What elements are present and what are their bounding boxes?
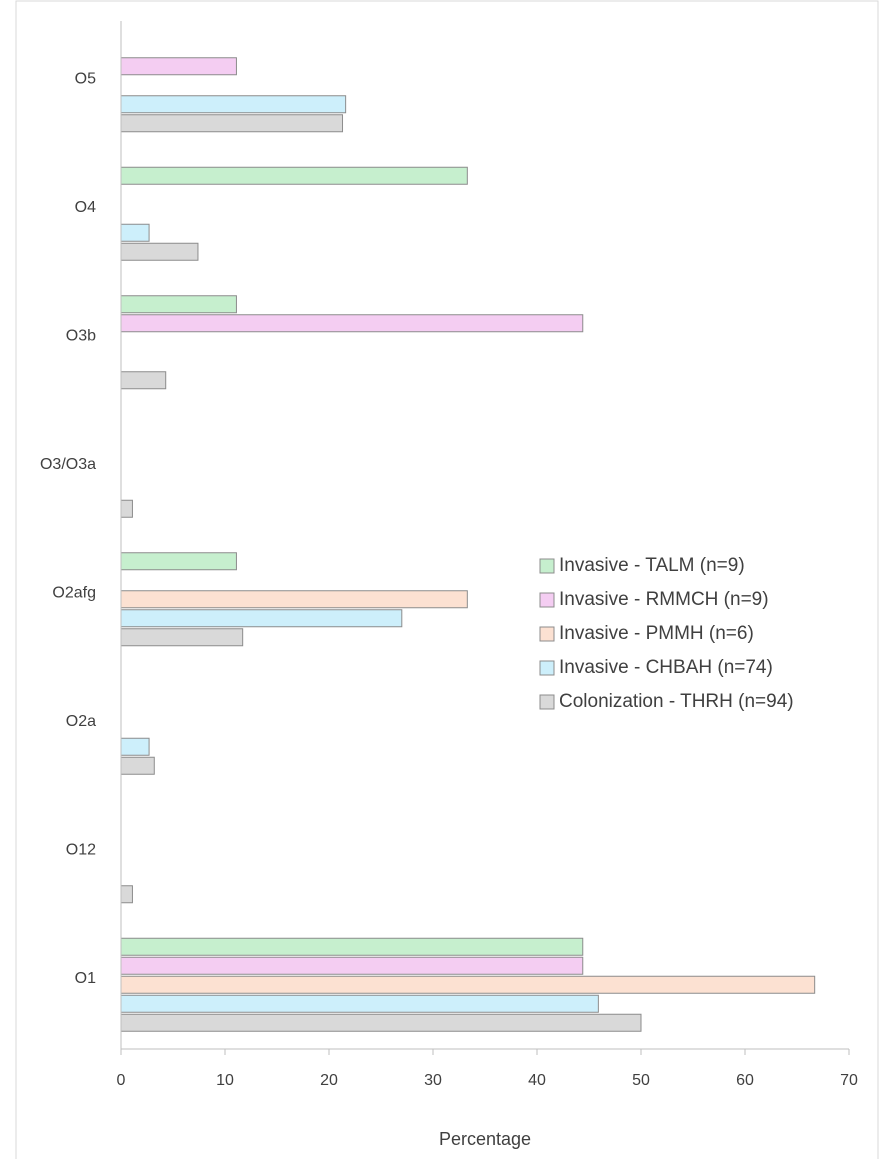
bar	[120, 956, 584, 975]
legend-label: Invasive - CHBAH (n=74)	[559, 657, 773, 678]
legend-swatch	[539, 694, 555, 710]
bar	[120, 242, 199, 261]
legend-label: Invasive - RMMCH (n=9)	[559, 589, 769, 610]
bar	[120, 937, 584, 956]
legend-swatch	[539, 660, 555, 676]
y-tick-label: O5	[75, 70, 96, 87]
x-tick-label: 50	[632, 1072, 650, 1089]
bar	[120, 737, 150, 756]
bar	[120, 590, 468, 609]
bar	[120, 371, 167, 390]
y-tick-label: O2afg	[52, 584, 96, 601]
bar	[120, 756, 155, 775]
y-tick-label: O1	[75, 970, 96, 987]
bar	[120, 1013, 642, 1032]
y-tick-label: O3/O3a	[40, 456, 96, 473]
bar	[120, 223, 150, 242]
x-tick-label: 20	[320, 1072, 338, 1089]
legend-swatch	[539, 592, 555, 608]
y-tick-label: O3b	[66, 327, 96, 344]
chart-border	[15, 0, 879, 1159]
bar	[120, 314, 584, 333]
bar	[120, 628, 244, 647]
bar	[120, 295, 237, 314]
x-tick-label: 0	[117, 1072, 126, 1089]
bar	[120, 975, 816, 994]
bar	[120, 166, 468, 185]
legend-swatch	[539, 558, 555, 574]
x-tick-label: 40	[528, 1072, 546, 1089]
legend-label: Invasive - TALM (n=9)	[559, 555, 745, 576]
y-tick-label: O4	[75, 199, 96, 216]
y-tick-label: O2a	[66, 713, 96, 730]
bar	[120, 114, 344, 133]
bar	[120, 552, 237, 571]
x-axis-title: Percentage	[439, 1129, 531, 1149]
x-tick-label: 60	[736, 1072, 754, 1089]
x-tick-label: 10	[216, 1072, 234, 1089]
legend-swatch	[539, 626, 555, 642]
legend-label: Invasive - PMMH (n=6)	[559, 623, 754, 644]
y-tick-label: O12	[66, 841, 96, 858]
bar	[120, 95, 347, 114]
bar	[120, 609, 403, 628]
bar	[120, 57, 237, 76]
x-tick-label: 30	[424, 1072, 442, 1089]
x-tick-label: 70	[840, 1072, 858, 1089]
bar	[120, 994, 599, 1013]
bar	[120, 499, 133, 518]
bar	[120, 885, 133, 904]
legend-label: Colonization - THRH (n=94)	[559, 691, 794, 712]
